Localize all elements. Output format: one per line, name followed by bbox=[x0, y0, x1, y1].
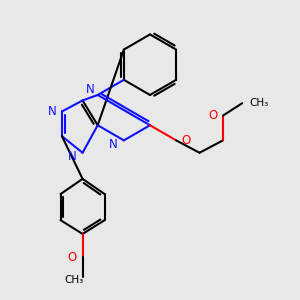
Text: N: N bbox=[68, 150, 77, 164]
Text: O: O bbox=[68, 251, 77, 264]
Text: N: N bbox=[48, 105, 56, 118]
Text: N: N bbox=[85, 83, 94, 96]
Text: O: O bbox=[208, 109, 218, 122]
Text: O: O bbox=[182, 134, 191, 147]
Text: CH₃: CH₃ bbox=[249, 98, 268, 108]
Text: N: N bbox=[109, 138, 118, 151]
Text: CH₃: CH₃ bbox=[65, 275, 84, 285]
